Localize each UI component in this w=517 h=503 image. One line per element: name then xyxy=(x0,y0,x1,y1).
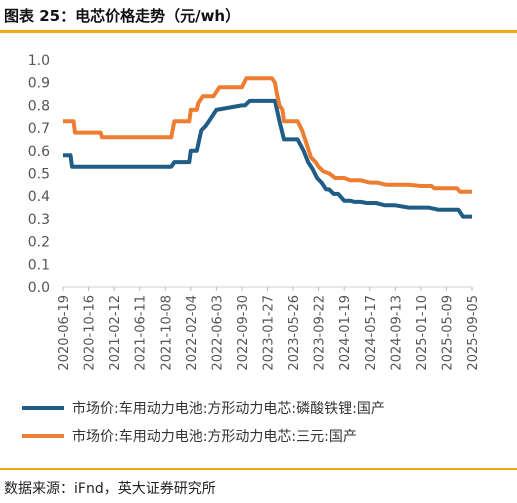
x-tick-label: 2024-05-17 xyxy=(364,295,379,371)
chart-title: 图表 25：电芯价格走势（元/wh） xyxy=(4,7,241,25)
y-tick-label: 0.3 xyxy=(28,212,50,228)
legend-label-2: 市场价:车用动力电池:方形动力电芯:三元:国产 xyxy=(72,428,357,445)
x-tick-label: 2023-05-26 xyxy=(287,295,302,371)
series-line-1 xyxy=(63,98,472,219)
x-tick-label: 2022-02-04 xyxy=(185,295,200,371)
x-tick-label: 2025-09-05 xyxy=(466,295,481,371)
series-line-2 xyxy=(63,76,472,194)
y-tick-label: 0.9 xyxy=(28,76,50,92)
y-tick-label: 0.6 xyxy=(28,144,50,160)
x-tick-label: 2021-06-11 xyxy=(134,295,149,371)
y-tick-label: 0.4 xyxy=(28,189,50,205)
source-rule xyxy=(0,468,517,470)
y-tick-label: 1.0 xyxy=(28,53,50,69)
title-rule xyxy=(0,30,517,33)
x-tick-label: 2025-01-10 xyxy=(415,295,430,371)
x-tick-label: 2025-05-09 xyxy=(440,295,455,371)
line-chart: 0.0 0.1 0.2 0.3 0.4 0.5 0.6 0.7 0.8 0.9 1.0 2020-0… xyxy=(22,53,481,445)
y-tick-label: 0.0 xyxy=(28,280,50,296)
x-tick-label: 2020-06-19 xyxy=(57,295,72,371)
x-tick-label: 2024-01-19 xyxy=(338,295,353,371)
x-tick-label: 2021-10-08 xyxy=(159,295,174,371)
source-note: 数据来源：iFnd，英大证券研究所 xyxy=(4,481,216,497)
y-tick-label: 0.7 xyxy=(28,121,50,137)
y-axis: 0.0 0.1 0.2 0.3 0.4 0.5 0.6 0.7 0.8 0.9 1.0 xyxy=(28,53,50,296)
x-tick-label: 2023-09-22 xyxy=(313,295,328,371)
y-tick-label: 0.5 xyxy=(28,167,50,183)
series-layer xyxy=(63,76,472,219)
x-tick-label: 2022-06-03 xyxy=(210,295,225,371)
y-tick-label: 0.2 xyxy=(28,235,50,251)
x-tick-label: 2022-09-30 xyxy=(236,295,251,371)
y-tick-label: 0.8 xyxy=(28,98,50,114)
legend: 市场价:车用动力电池:方形动力电芯:磷酸铁锂:国产市场价:车用动力电池:方形动力… xyxy=(22,400,385,445)
x-axis: 2020-06-19 2020-10-16 2021-02-12 2021-06-11… xyxy=(57,286,481,371)
x-tick-label: 2024-09-13 xyxy=(389,295,404,371)
x-tick-label: 2020-10-16 xyxy=(83,295,98,371)
y-tick-label: 0.1 xyxy=(28,257,50,273)
x-tick-label: 2021-02-12 xyxy=(108,295,123,371)
legend-label-1: 市场价:车用动力电池:方形动力电芯:磷酸铁锂:国产 xyxy=(72,400,385,417)
x-tick-label: 2023-01-27 xyxy=(262,295,277,371)
